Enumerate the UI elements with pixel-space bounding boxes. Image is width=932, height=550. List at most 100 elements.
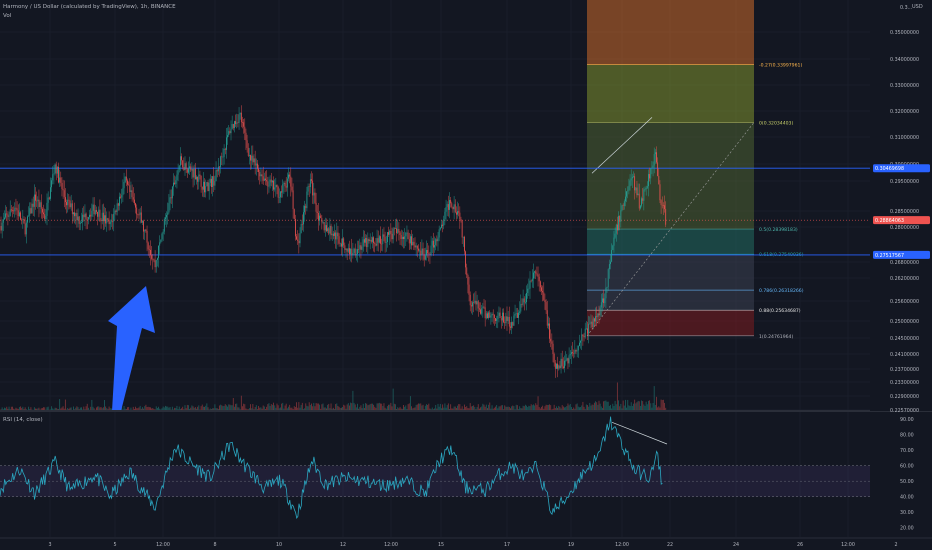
volume-bar [446,405,448,411]
volume-bar [297,407,299,411]
candle-body [410,236,411,244]
candle-body [154,260,156,268]
candle-body [166,214,167,218]
volume-bar [481,406,483,411]
volume-bar [424,405,426,411]
volume-bar [220,404,222,411]
candle-body [475,300,477,305]
candle-body [15,207,17,209]
candle-body [121,195,123,198]
rsi-line[interactable] [0,416,663,519]
volume-bar [621,408,623,411]
volume-bar [8,406,10,411]
candle-body [369,239,371,242]
volume-bar [75,407,77,411]
volume-bar [86,403,88,411]
volume-bar [73,406,74,411]
volume-bar [355,407,357,411]
rsi-pane[interactable] [0,416,870,519]
candle-body [178,165,180,170]
candle-body [303,212,304,225]
candle-body [548,323,549,326]
candle-body [628,186,630,191]
volume-bar [464,404,465,411]
candle-body [364,239,365,243]
candle-body [96,210,97,212]
candle-body [51,180,52,188]
volume-bar [404,406,406,411]
volume-bar [566,406,568,411]
candle-body [428,253,430,255]
candle-body [456,212,457,215]
price-tick-11: 0.25600000 [890,299,919,305]
volume-bar [567,403,569,411]
rsi-divergence-line[interactable] [611,421,668,445]
candle-body [645,187,647,190]
candle-body [587,328,588,334]
candle-body [661,204,663,206]
volume-bar [659,407,661,411]
candle-body [180,156,181,166]
volume-bar [142,407,143,411]
rsi-axis[interactable]: 90.00 80.00 70.00 60.00 50.00 40.00 30.00 20.00 [870,412,932,538]
candle-body [91,210,93,217]
volume-bar [491,405,493,411]
candle-body [277,187,279,198]
candle-body [54,164,56,174]
candle-body [351,248,353,256]
candle-body [214,180,216,186]
volume-bar [87,407,89,411]
volume-bar [340,407,342,411]
volume-bar [657,407,659,411]
volume-bar [637,400,639,411]
candle-body [132,197,134,200]
volume-bar [656,396,657,411]
time-axis[interactable]: 3 5 12:00 8 10 12 12:00 15 17 19 12:00 22 24 26 12:00 2 [0,537,932,548]
volume-bar [165,405,166,411]
up-arrow-annotation[interactable] [108,286,155,411]
candle-body [512,322,514,326]
candlestick-series[interactable] [0,105,667,378]
candle-body [519,311,521,313]
candle-body [127,180,128,185]
volume-bar [381,403,383,411]
volume-bar [495,406,496,411]
volume-bar [645,401,647,411]
volume-bar [67,407,69,411]
fib-label-5: 0.88(0.25634687) [759,308,801,314]
candle-body [10,209,12,211]
candle-body [537,274,539,277]
fib-retracement[interactable]: -0.27(0.33997961) 0(0.32034403) 0.5(0.2839… [586,0,804,340]
volume-bar [70,407,72,411]
volume-bar [560,408,562,411]
time-tick-9: 19 [568,542,574,548]
candle-body [213,176,215,186]
volume-bar [465,406,467,411]
volume-bar [529,406,531,411]
volume-bar [592,404,594,411]
candle-body [275,184,277,188]
candle-body [13,210,15,212]
candle-body [30,208,32,214]
candle-body [375,243,377,246]
price-tick-1: 0.34000000 [890,57,919,63]
candle-body [109,221,111,225]
volume-bar [429,408,431,411]
candle-body [8,216,10,217]
candle-body [398,228,400,233]
candle-body [521,303,523,305]
volume-bar [240,395,242,411]
volume-bar [51,406,53,411]
price-axis[interactable]: 0.3... 0.35000000 0.34000000 0.33000000 0.32… [870,0,932,414]
volume-bar [496,405,498,411]
candle-body [561,358,563,367]
volume-bar [608,405,610,411]
candle-body [50,187,51,199]
candle-body [175,180,177,185]
volume-bar [163,407,165,411]
volume-bar [77,407,79,411]
candle-body [354,248,356,256]
candle-body [66,202,67,206]
volume-bar [462,408,464,411]
